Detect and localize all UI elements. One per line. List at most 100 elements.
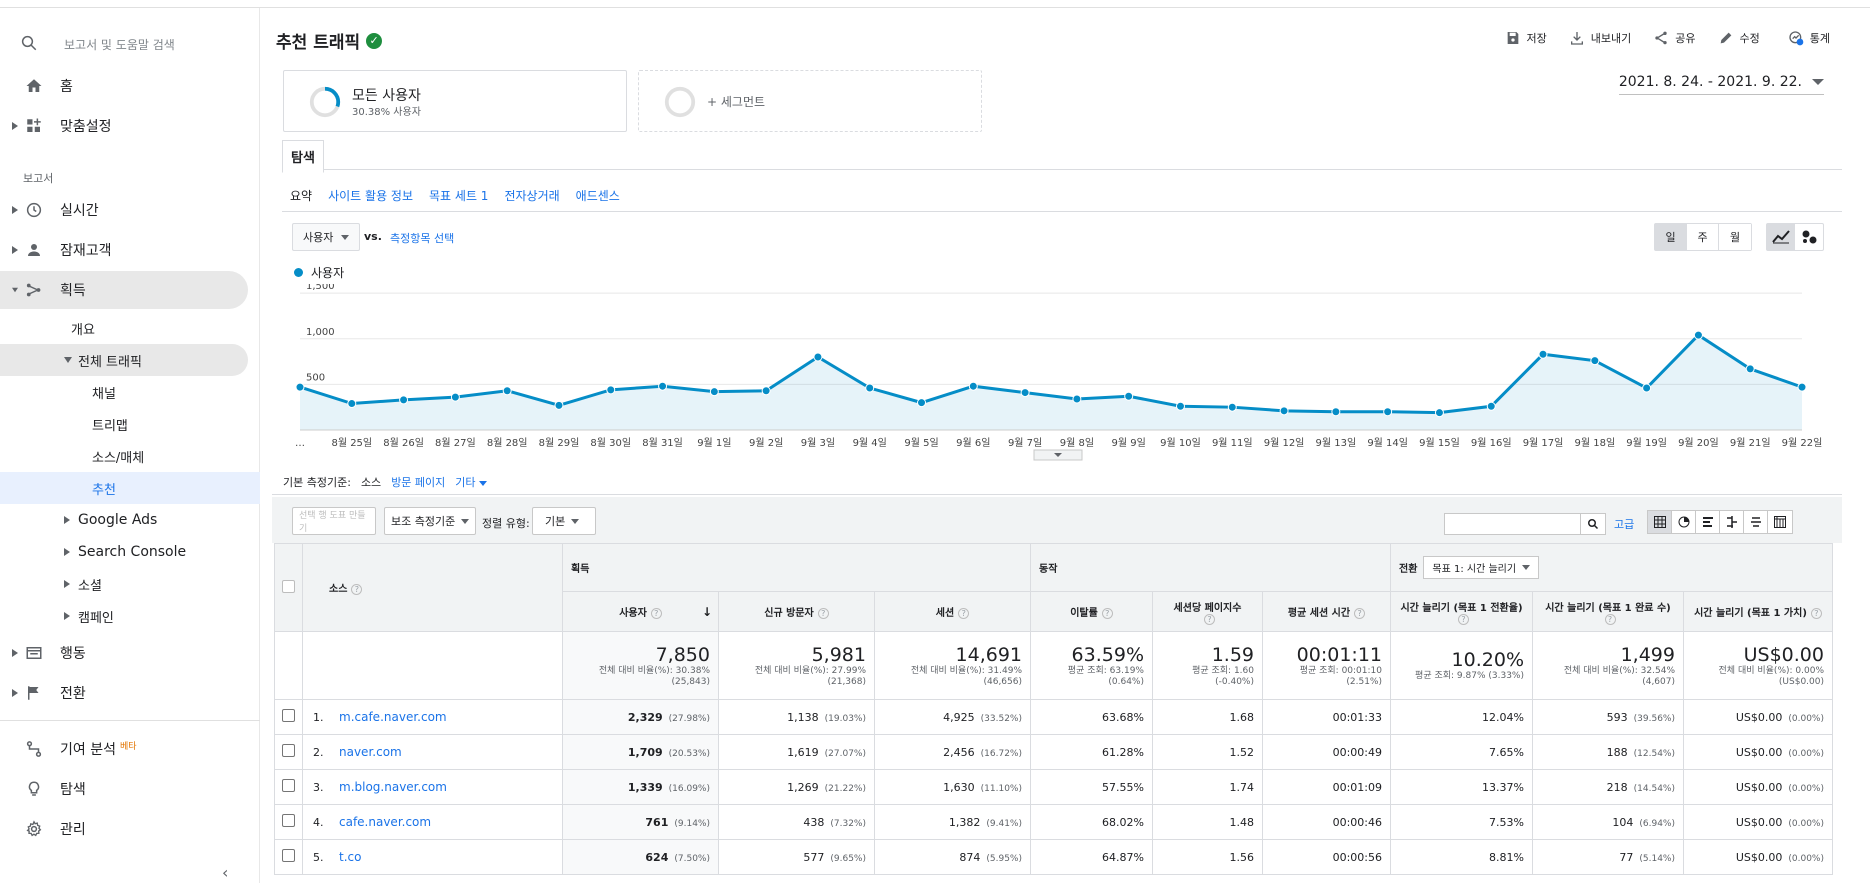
source-link[interactable]: naver.com (339, 745, 402, 759)
header-bounce-rate[interactable]: 이탈률? (1030, 591, 1153, 632)
table-search-input[interactable] (1444, 513, 1582, 535)
metric-percent: (7.50%) (674, 853, 710, 864)
row-select-cell[interactable] (274, 769, 303, 805)
subtab-site-usage[interactable]: 사이트 활용 정보 (328, 189, 414, 203)
export-button[interactable]: 내보내기 (1569, 30, 1631, 46)
header-label: 시간 늘리기 (목표 1 완료 수) (1545, 602, 1671, 614)
sidebar-item-audience[interactable]: 잠재고객 (0, 231, 248, 269)
sidebar-item-admin[interactable]: 관리 (0, 810, 248, 848)
view-data-button[interactable] (1648, 511, 1672, 533)
sidebar-item-discover[interactable]: 탐색 (0, 770, 248, 808)
sidebar-item-attribution[interactable]: 기여 분석 베타 (0, 730, 248, 768)
sidebar-item-google-ads[interactable]: Google Ads (0, 504, 248, 536)
row-select-cell[interactable] (274, 804, 303, 840)
view-percentage-button[interactable] (1672, 511, 1696, 533)
share-button[interactable]: 공유 (1653, 30, 1696, 46)
motion-chart-button[interactable] (1795, 224, 1823, 250)
row-select-cell[interactable] (274, 699, 303, 735)
sidebar-item-customization[interactable]: 맞춤설정 (0, 107, 248, 145)
source-link[interactable]: cafe.naver.com (339, 815, 432, 829)
view-pivot-button[interactable] (1768, 511, 1792, 533)
dropdown-arrow-icon (461, 518, 470, 524)
sidebar-item-search-console[interactable]: Search Console (0, 536, 248, 568)
header-source[interactable]: 소스? (302, 543, 563, 632)
header-pages-per-session[interactable]: 세션당 페이지수? (1152, 591, 1263, 632)
subtab-summary[interactable]: 요약 (290, 189, 313, 203)
row-select-cell[interactable] (274, 734, 303, 770)
view-term-cloud-button[interactable] (1744, 511, 1768, 533)
view-performance-button[interactable] (1696, 511, 1720, 533)
source-link[interactable]: m.cafe.naver.com (339, 710, 447, 724)
sidebar-item-acquisition[interactable]: 획득 (0, 271, 248, 309)
collapse-sidebar-icon[interactable]: ‹ (222, 863, 229, 882)
secondary-dimension-dropdown[interactable]: 보조 측정기준 (384, 507, 477, 535)
metric-percent: (19.03%) (824, 713, 866, 724)
sidebar-search[interactable]: 보고서 및 도움말 검색 (0, 22, 260, 66)
segment-all-users[interactable]: 모든 사용자 30.38% 사용자 (283, 70, 627, 132)
metric-dropdown[interactable]: 사용자 (292, 223, 361, 251)
advanced-filter-link[interactable]: 고급 (1614, 518, 1635, 531)
period-month-button[interactable]: 월 (1719, 224, 1751, 250)
metric-cell: 1,138 (19.03%) (718, 699, 875, 735)
subtab-ecommerce[interactable]: 전자상거래 (504, 189, 560, 203)
header-goal-completions[interactable]: 시간 늘리기 (목표 1 완료 수)? (1532, 591, 1684, 632)
row-checkbox[interactable] (282, 779, 295, 792)
view-comparison-button[interactable] (1720, 511, 1744, 533)
source-link[interactable]: m.blog.naver.com (339, 780, 447, 794)
tab-explorer[interactable]: 탐색 (282, 140, 324, 173)
select-all-checkbox[interactable] (282, 579, 295, 593)
sidebar-item-home[interactable]: 홈 (0, 67, 248, 105)
header-new-users[interactable]: 신규 방문자? (718, 591, 875, 632)
sidebar-item-campaigns[interactable]: 캠페인 (0, 600, 248, 632)
edit-button[interactable]: 수정 (1718, 30, 1760, 46)
sort-type-dropdown[interactable]: 기본 (532, 507, 596, 535)
sidebar-item-referrals[interactable]: 추천 (0, 472, 260, 504)
sidebar-item-treemap[interactable]: 트리맵 (0, 408, 248, 440)
sidebar-item-behavior[interactable]: 행동 (0, 634, 248, 672)
add-segment-button[interactable]: + 세그먼트 (638, 70, 982, 132)
dimension-source[interactable]: 소스 (360, 476, 382, 489)
sidebar-item-overview[interactable]: 개요 (0, 312, 248, 344)
source-link[interactable]: t.co (339, 850, 362, 864)
row-checkbox[interactable] (282, 709, 295, 722)
header-select-all[interactable] (274, 543, 303, 632)
header-users[interactable]: 사용자? ↓ (562, 591, 719, 632)
save-button[interactable]: 저장 (1505, 30, 1547, 46)
header-goal-value[interactable]: 시간 늘리기 (목표 1 가치)? (1683, 591, 1833, 632)
row-checkbox[interactable] (282, 744, 295, 757)
sidebar-item-social[interactable]: 소셜 (0, 568, 248, 600)
metric-value: 1,382 (948, 815, 981, 829)
goal-select-dropdown[interactable]: 목표 1: 시간 늘리기 (1423, 556, 1540, 579)
total-cell: US$0.00 전체 대비 비율(%): 0.00% (US$0.00) (1683, 631, 1833, 700)
table-search-button[interactable] (1580, 513, 1606, 535)
total-value: US$0.00 (1743, 643, 1824, 666)
subtab-adsense[interactable]: 애드센스 (575, 189, 620, 203)
period-week-button[interactable]: 주 (1687, 224, 1719, 250)
data-point (917, 398, 927, 408)
total-compare-value: (0.64%) (1108, 676, 1144, 687)
row-checkbox[interactable] (282, 849, 295, 862)
metric-percent: (0.00%) (1788, 783, 1824, 794)
select-metric-link[interactable]: 측정항목 선택 (390, 232, 455, 245)
header-goal-conv-rate[interactable]: 시간 늘리기 (목표 1 전환율)? (1390, 591, 1533, 632)
line-chart-button[interactable] (1767, 224, 1795, 250)
header-avg-session-duration[interactable]: 평균 세션 시간? (1262, 591, 1391, 632)
dimension-landing-page[interactable]: 방문 페이지 (391, 476, 446, 489)
bubble-chart-icon (1802, 230, 1817, 244)
subtab-goal-set[interactable]: 목표 세트 1 (429, 189, 489, 203)
dimension-other-dropdown[interactable]: 기타 (455, 474, 488, 490)
sidebar-item-channels[interactable]: 채널 (0, 376, 248, 408)
sidebar-item-all-traffic[interactable]: 전체 트래픽 (0, 344, 248, 376)
header-sessions[interactable]: 세션? (874, 591, 1031, 632)
period-day-button[interactable]: 일 (1655, 224, 1687, 250)
total-compare-value: (25,843) (671, 676, 710, 687)
row-select-cell[interactable] (274, 839, 303, 875)
sidebar-label: 기여 분석 (60, 742, 116, 758)
sidebar-item-source-medium[interactable]: 소스/매체 (0, 440, 248, 472)
insights-button[interactable]: 통계 (1788, 30, 1830, 46)
sidebar-item-realtime[interactable]: 실시간 (0, 191, 248, 229)
row-checkbox[interactable] (282, 814, 295, 827)
plot-rows-button[interactable]: 선택 행 도표 만들기 (292, 507, 376, 535)
sidebar-item-conversions[interactable]: 전환 (0, 674, 248, 712)
date-range-picker[interactable]: 2021. 8. 24. - 2021. 9. 22. (1618, 74, 1824, 95)
